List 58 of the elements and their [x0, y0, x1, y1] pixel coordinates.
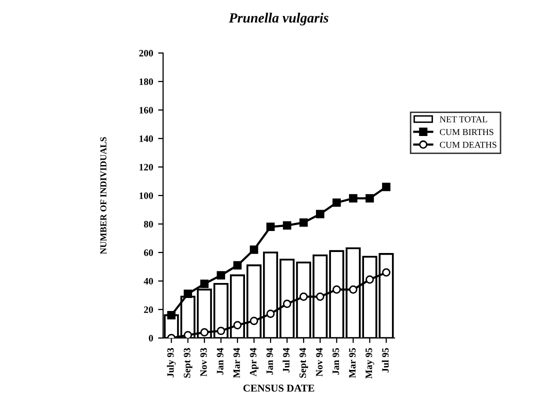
x-tick-label: Mar 95: [349, 348, 356, 378]
point: [216, 271, 226, 280]
point: [184, 330, 192, 338]
x-tick-label: Mar 94: [233, 348, 240, 378]
x-tick-label: Jan 94: [266, 348, 273, 375]
legend-label: CUM DEATHS: [440, 142, 496, 148]
point: [316, 210, 324, 218]
point: [250, 316, 258, 326]
point: [382, 182, 390, 192]
point: [316, 292, 324, 301]
point: [299, 218, 308, 227]
x-tick-label: Jan 95: [332, 348, 340, 375]
point: [233, 321, 242, 330]
point: [366, 194, 374, 203]
x-axis-title: CENSUS DATE: [243, 384, 314, 392]
legend-label: NET TOTAL: [440, 116, 488, 122]
point: [200, 280, 209, 288]
y-tick-label: 140: [140, 135, 154, 142]
y-tick-label: 80: [144, 220, 154, 228]
point: [349, 194, 358, 203]
point: [233, 261, 242, 270]
point: [282, 221, 292, 230]
y-tick-label: 200: [139, 50, 154, 56]
y-tick-label: 0: [148, 334, 154, 342]
y-tick-label: 20: [144, 306, 154, 313]
point: [282, 300, 292, 308]
x-tick-label: Nov 94: [316, 348, 323, 376]
x-tick-label: Sept 94: [300, 348, 308, 378]
point: [299, 292, 308, 301]
y-tick-label: 60: [144, 249, 154, 256]
point: [332, 198, 341, 207]
x-tick-label: Jul 95: [382, 348, 389, 372]
x-tick-label: Jul 94: [282, 348, 290, 372]
point: [349, 285, 358, 294]
point: [216, 326, 226, 336]
point: [266, 310, 275, 318]
point: [184, 290, 192, 298]
y-tick-label: 100: [140, 192, 154, 199]
point: [366, 275, 374, 284]
y-axis-title: NUMBER OF INDIVIDUALS: [100, 137, 106, 254]
x-tick-label: May 95: [366, 348, 374, 379]
y-tick-label: 180: [140, 78, 154, 85]
x-tick-label: Jan 94: [216, 348, 224, 375]
y-tick-label: 40: [144, 278, 154, 284]
chart-title: Prunella vulgaris: [228, 12, 328, 26]
y-tick-label: 120: [140, 164, 154, 170]
point: [167, 311, 176, 320]
point: [250, 245, 258, 254]
x-tick-label: Sept 93: [184, 348, 192, 378]
y-tick-label: 160: [140, 106, 154, 114]
point: [332, 285, 341, 294]
point: [200, 328, 209, 336]
x-tick-label: July 93: [166, 348, 176, 378]
x-tick-label: Nov 93: [200, 348, 207, 376]
legend-label: CUM BIRTHS: [440, 129, 494, 136]
point: [266, 222, 275, 232]
x-tick-label: Apr 94: [250, 348, 258, 376]
point: [382, 268, 390, 277]
